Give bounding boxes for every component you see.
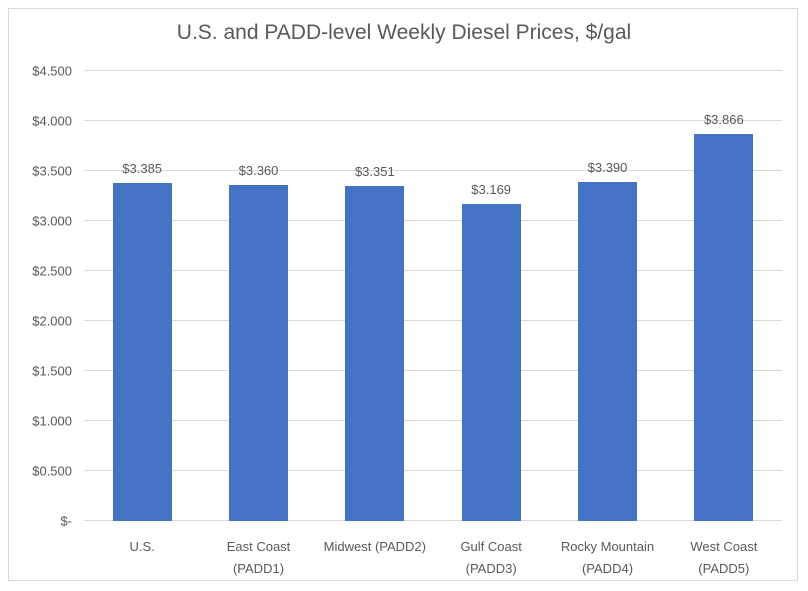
y-axis-tick-label: $2.500 (32, 263, 72, 279)
chart-title: U.S. and PADD-level Weekly Diesel Prices… (176, 21, 632, 44)
x-axis-category-label: Midwest (PADD2) (323, 539, 426, 554)
x-axis-category-label: U.S. (129, 539, 155, 554)
x-axis-category-label: West Coast (PADD5) (690, 539, 758, 576)
bar (112, 182, 172, 521)
x-axis-category-label: Gulf Coast (PADD3) (460, 539, 522, 576)
bar (461, 204, 521, 521)
y-axis-tick-label: $2.000 (32, 313, 72, 329)
bar (578, 182, 637, 521)
y-axis-tick-label: $1.000 (32, 413, 72, 429)
x-axis-category-label: Rocky Mountain (PADD4) (560, 539, 655, 576)
gridline (84, 70, 782, 71)
plot-area: $4.500 $4.000 $3.500 $3.000 $2.500 $2.000 $1.5… (32, 64, 782, 576)
gridline (84, 220, 782, 221)
y-axis-tick-label: $- (60, 513, 72, 529)
bar-value-label: $3.169 (471, 182, 512, 198)
y-axis-tick-label: $0.500 (32, 463, 72, 479)
y-axis-tick-label: $3.500 (32, 163, 72, 179)
y-axis-tick-label: $4.000 (32, 113, 72, 129)
bar (229, 185, 288, 521)
gridline (84, 170, 782, 171)
gridline (84, 320, 782, 321)
gridline (84, 270, 782, 271)
gridline (84, 420, 782, 421)
bar-value-label: $3.385 (122, 160, 163, 176)
gridline (84, 470, 782, 471)
gridline (84, 370, 782, 371)
bar-value-label: $3.866 (703, 112, 744, 128)
bar (345, 185, 405, 521)
x-axis-line (84, 520, 782, 521)
bar-value-label: $3.360 (238, 163, 279, 178)
y-axis-tick-label: $4.500 (32, 63, 72, 79)
bar (694, 134, 754, 521)
bar-value-label: $3.351 (354, 163, 395, 179)
x-axis-category-label: East Coast (PADD1) (226, 539, 291, 576)
y-axis-tick-label: $1.500 (32, 363, 72, 379)
y-axis-tick-label: $3.000 (32, 213, 72, 229)
bar-value-label: $3.390 (587, 160, 628, 175)
gridline (84, 120, 782, 121)
